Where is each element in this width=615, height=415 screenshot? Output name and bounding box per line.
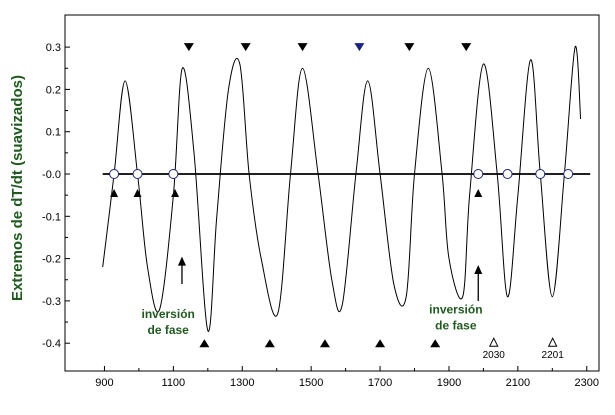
x-tick-label: 2100 <box>506 377 530 389</box>
minima-marker <box>430 339 441 348</box>
maxima-marker <box>354 43 365 52</box>
zero-crossing-circle <box>502 169 513 179</box>
zero-crossing-circle <box>563 169 574 179</box>
y-axis-label: Extremos de dT/dt (suavizados) <box>9 75 26 301</box>
x-tick-label: 1100 <box>162 377 186 389</box>
small-marker <box>474 189 483 198</box>
x-tick-label: 1700 <box>368 377 392 389</box>
annotation-arrowhead <box>177 256 186 266</box>
series-line <box>102 46 582 332</box>
x-tick-label: 2300 <box>575 377 599 389</box>
zero-crossing-circle <box>168 169 179 179</box>
year-label: 2030 <box>483 350 506 361</box>
maxima-marker <box>461 43 472 52</box>
maxima-marker <box>297 43 308 52</box>
annotation-text: de fase <box>148 323 190 337</box>
minima-marker <box>319 339 330 348</box>
annotation-text: de fase <box>435 319 477 333</box>
zero-crossing-circle <box>132 169 143 179</box>
zero-crossing-circle <box>473 169 484 179</box>
maxima-marker <box>404 43 415 52</box>
plot-frame <box>64 14 600 372</box>
y-tick-label: -0.4 <box>42 338 61 350</box>
zero-crossing-circle <box>109 169 120 179</box>
x-axis: 900 1100 1300 1500 1700 1900 2100 2300 <box>95 366 599 389</box>
minima-marker <box>375 339 386 348</box>
markers: 2030 2201 <box>109 43 574 361</box>
y-tick-label: 0.3 <box>46 42 61 54</box>
zero-crossing-circle <box>535 169 546 179</box>
annotations: inversión de fase inversión de fase <box>142 256 483 337</box>
y-axis: 0.3 0.2 0.1 -0.0 -0.1 -0.2 -0.3 -0.4 <box>42 42 70 350</box>
y-tick-label: -0.1 <box>42 211 61 223</box>
open-triangle-marker <box>547 337 558 347</box>
open-triangle-marker <box>488 337 499 347</box>
maxima-marker <box>183 43 194 52</box>
minima-marker <box>264 339 275 348</box>
y-tick-label: -0.3 <box>42 296 61 308</box>
x-tick-label: 900 <box>95 377 113 389</box>
y-tick-label: -0.0 <box>42 169 61 181</box>
x-tick-label: 1900 <box>437 377 461 389</box>
x-tick-label: 1300 <box>230 377 254 389</box>
y-tick-label: 0.1 <box>46 127 61 139</box>
small-marker <box>171 189 180 198</box>
y-tick-label: -0.2 <box>42 254 61 266</box>
y-tick-label: 0.2 <box>46 84 61 96</box>
minima-marker <box>199 339 210 348</box>
year-label: 2201 <box>542 350 565 361</box>
maxima-marker <box>240 43 251 52</box>
small-marker <box>110 189 119 198</box>
annotation-text: inversión <box>142 307 195 321</box>
annotation-arrowhead <box>474 265 483 275</box>
x-tick-label: 1500 <box>299 377 323 389</box>
small-marker <box>133 189 142 198</box>
annotation-text: inversión <box>429 303 482 317</box>
